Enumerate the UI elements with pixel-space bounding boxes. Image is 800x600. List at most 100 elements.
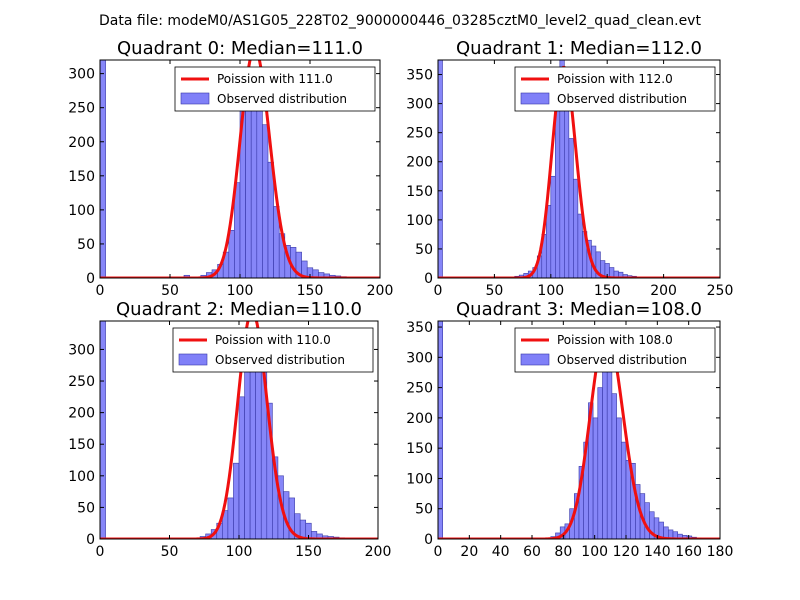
legend-bar-label: Observed distribution [557, 92, 687, 106]
histogram-bar [233, 462, 240, 539]
histogram-bar [611, 393, 617, 539]
legend-bar-swatch [180, 92, 210, 105]
y-tick-label: 300 [406, 97, 433, 113]
axes-frame [437, 320, 721, 540]
y-tick-label: 100 [406, 213, 433, 229]
legend-line-label: Poission with 111.0 [217, 72, 333, 86]
y-tick-label: 250 [406, 126, 433, 142]
legend-bar-label: Observed distribution [557, 353, 687, 367]
legend-bar-label: Observed distribution [217, 92, 347, 106]
legend: Poission with 108.0 Observed distribution [514, 327, 716, 373]
histogram-bar [267, 161, 274, 278]
histogram-bar [255, 364, 262, 539]
y-tick-label: 300 [68, 67, 95, 83]
chart-panel-1: 0 50 100 150 200 250 0 50 100 150 200 250 300 350 Quad… [406, 38, 733, 299]
legend-bar-swatch [520, 353, 550, 366]
y-tick-label: 300 [68, 342, 95, 358]
panel-title: Quadrant 3: Median=108.0 [456, 299, 702, 320]
y-tick-label: 50 [415, 242, 433, 258]
x-tick-label: 50 [161, 283, 179, 299]
legend-line-label: Poission with 110.0 [215, 333, 331, 347]
histogram-bar [568, 138, 574, 278]
x-tick-label: 0 [434, 544, 443, 560]
legend-bar-swatch [178, 353, 208, 366]
y-tick-label: 150 [68, 437, 95, 453]
x-tick-label: 0 [434, 283, 443, 299]
plot-area [438, 60, 720, 278]
plot-area [100, 321, 378, 539]
y-tick-label: 0 [86, 271, 95, 287]
histogram-bar [597, 387, 603, 539]
x-tick-label: 100 [227, 283, 254, 299]
x-tick-label: 120 [613, 544, 640, 560]
y-tick-label: 250 [68, 374, 95, 390]
histogram-bar [438, 321, 443, 539]
x-tick-label: 0 [96, 283, 105, 299]
poisson-line [100, 321, 378, 539]
legend-line-label: Poission with 108.0 [557, 333, 673, 347]
panel-title: Quadrant 1: Median=112.0 [456, 38, 702, 59]
x-tick-label: 50 [161, 544, 179, 560]
y-tick-label: 250 [68, 101, 95, 117]
y-tick-label: 100 [406, 471, 433, 487]
y-tick-label: 100 [68, 469, 95, 485]
y-tick-label: 150 [406, 441, 433, 457]
x-tick-label: 150 [295, 544, 322, 560]
histogram-bar [625, 459, 631, 539]
chart-panel-3: 0 20 40 60 80 100 120 140 160 180 0 50 100 150 200 250 3… [406, 299, 733, 560]
legend: Poission with 112.0 Observed distribution [514, 66, 716, 112]
histogram-bar [100, 321, 106, 539]
histogram-bar [228, 230, 235, 278]
y-tick-label: 150 [68, 169, 95, 185]
histogram-bar [238, 396, 245, 539]
legend-bar-swatch [520, 92, 550, 105]
x-tick-label: 100 [581, 544, 608, 560]
y-tick-label: 350 [406, 68, 433, 84]
panel-title: Quadrant 0: Median=111.0 [117, 38, 363, 59]
histogram-bar [606, 369, 613, 539]
y-tick-label: 200 [68, 135, 95, 151]
histogram-bar [256, 90, 263, 278]
x-tick-label: 80 [554, 544, 572, 560]
histogram-bar [227, 497, 234, 539]
y-tick-label: 200 [68, 406, 95, 422]
x-tick-label: 180 [707, 544, 734, 560]
x-tick-label: 40 [492, 544, 510, 560]
x-tick-label: 100 [226, 544, 253, 560]
x-tick-label: 200 [367, 283, 394, 299]
x-tick-label: 160 [675, 544, 702, 560]
chart-panel-0: 0 50 100 150 200 0 50 100 150 200 250 300 Quadrant 0… [68, 38, 393, 299]
axes-frame [437, 59, 721, 279]
histogram-bar [249, 342, 256, 539]
x-tick-label: 50 [485, 283, 503, 299]
histogram-bar [602, 357, 608, 539]
histogram-bar [550, 175, 556, 278]
y-tick-label: 200 [406, 411, 433, 427]
histogram-bar [620, 441, 627, 539]
x-tick-label: 200 [650, 283, 677, 299]
legend-line-label: Poission with 112.0 [557, 72, 673, 86]
poisson-line [100, 60, 380, 278]
panel-title: Quadrant 2: Median=110.0 [116, 299, 362, 320]
histogram-bar [244, 355, 251, 539]
y-tick-label: 0 [86, 532, 95, 548]
y-tick-label: 350 [406, 320, 433, 336]
y-tick-label: 250 [406, 381, 433, 397]
x-tick-label: 140 [644, 544, 671, 560]
histogram-bar [438, 60, 443, 278]
x-tick-label: 20 [460, 544, 478, 560]
legend-bar-label: Observed distribution [215, 353, 345, 367]
y-tick-label: 50 [77, 237, 95, 253]
x-tick-label: 150 [297, 283, 324, 299]
legend: Poission with 110.0 Observed distribution [172, 327, 374, 373]
histogram-bar [616, 417, 622, 539]
x-tick-label: 100 [537, 283, 564, 299]
y-tick-label: 200 [406, 155, 433, 171]
histogram-bar [577, 213, 583, 278]
histogram-bar [100, 60, 106, 278]
y-tick-label: 300 [406, 350, 433, 366]
histogram-bar [592, 417, 599, 539]
x-tick-label: 150 [594, 283, 621, 299]
